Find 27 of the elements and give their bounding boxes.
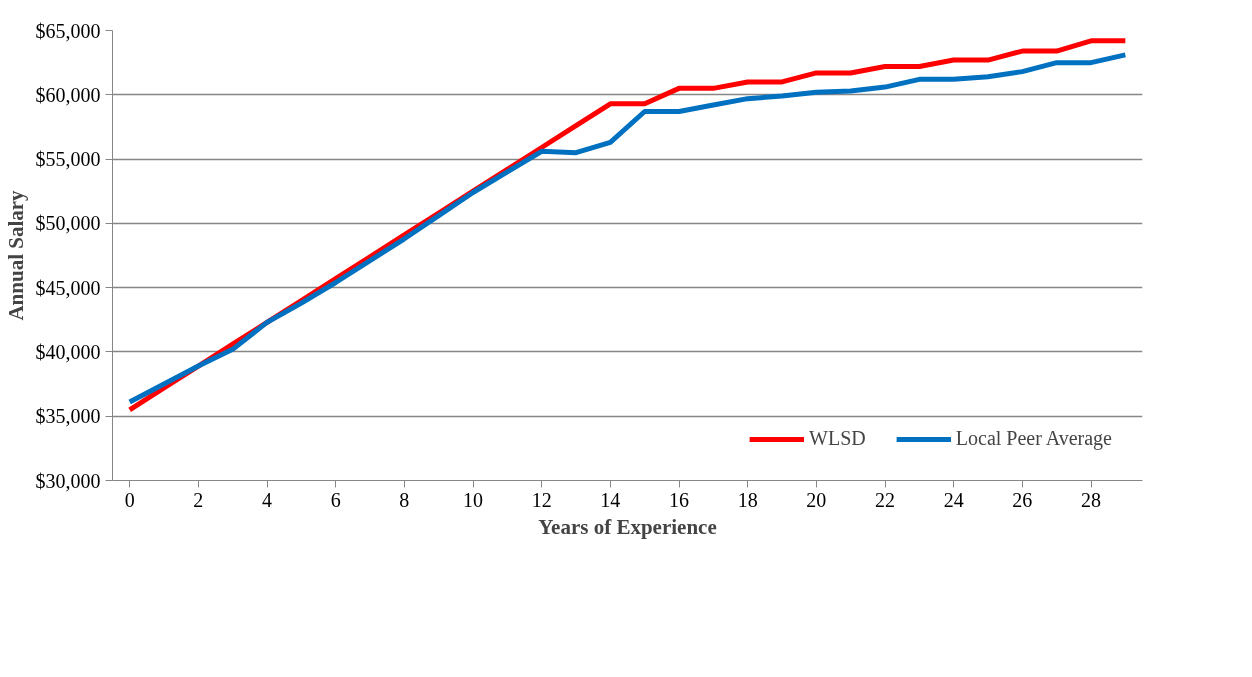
x-tick-label: 16 <box>669 488 689 511</box>
x-tick-label: 20 <box>806 488 827 511</box>
x-tick-label: 2 <box>193 488 204 511</box>
x-tick-label: 24 <box>943 488 964 511</box>
x-tick-label: 18 <box>737 488 758 511</box>
y-tick-label: $35,000 <box>35 405 101 428</box>
x-tick-label: 6 <box>330 488 341 511</box>
x-tick-label: 8 <box>399 488 410 511</box>
x-axis-title: Years of Experience <box>538 514 717 539</box>
x-tick-label: 10 <box>463 488 483 511</box>
y-tick-label: $40,000 <box>35 340 101 363</box>
x-tick-label: 26 <box>1012 488 1033 511</box>
x-tick-label: 28 <box>1081 488 1101 511</box>
legend-label: WLSD <box>809 427 866 450</box>
x-tick-label: 22 <box>875 488 895 511</box>
x-tick-label: 0 <box>124 488 135 511</box>
y-tick-label: $55,000 <box>35 148 101 171</box>
y-tick-label: $60,000 <box>35 83 101 106</box>
legend-label: Local Peer Average <box>955 427 1112 450</box>
x-tick-label: 14 <box>600 488 621 511</box>
y-axis-title: Annual Salary <box>3 189 28 321</box>
x-tick-label: 12 <box>531 488 552 511</box>
y-tick-label: $45,000 <box>35 276 101 299</box>
y-tick-label: $30,000 <box>35 469 101 492</box>
y-tick-label: $65,000 <box>35 19 101 42</box>
y-tick-label: $50,000 <box>35 212 101 235</box>
x-tick-label: 4 <box>262 488 272 511</box>
